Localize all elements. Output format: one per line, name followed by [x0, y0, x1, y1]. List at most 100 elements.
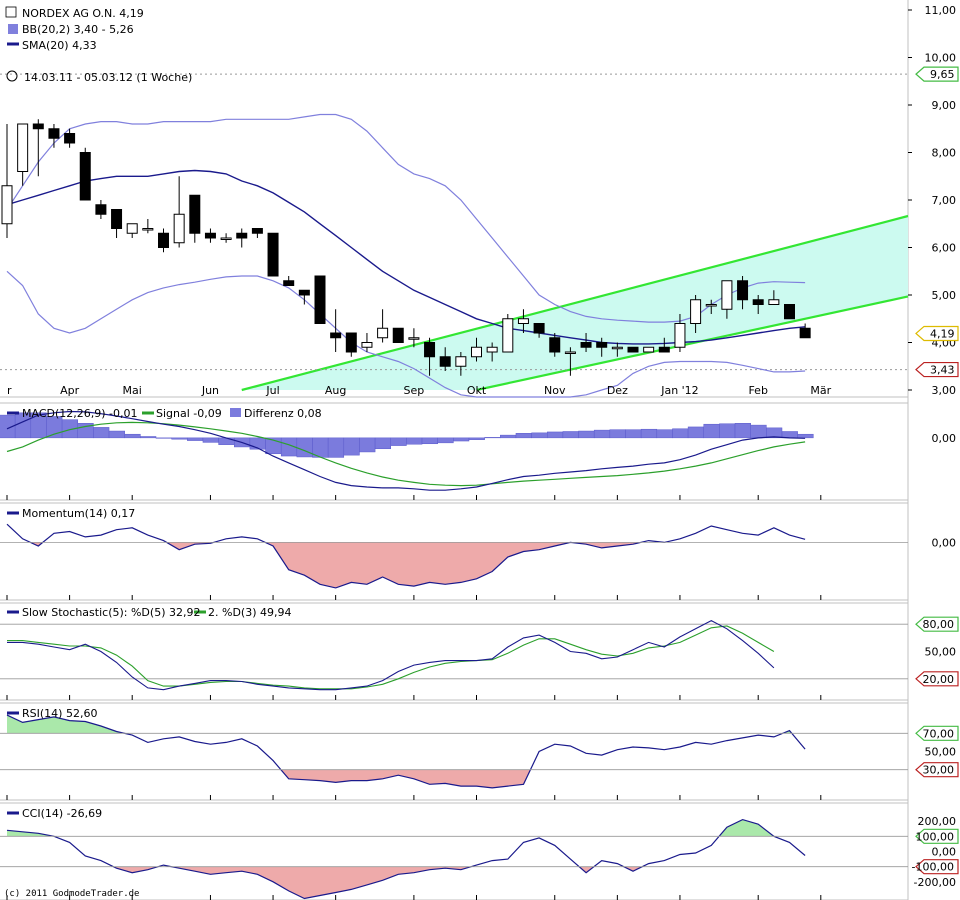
rsi-30-marker: 30,00: [915, 762, 959, 778]
bb-lower-line: [6, 270, 806, 398]
macd-histogram-bar: [500, 434, 517, 439]
marker-low-shape: [915, 361, 959, 378]
macd-histogram-bar: [797, 433, 814, 439]
x-axis-label: Jun: [201, 384, 219, 397]
candle-body: [48, 128, 60, 139]
candle-body: [471, 346, 482, 358]
macd-histogram-bar: [703, 423, 720, 439]
macd-histogram-bar: [202, 437, 219, 443]
rsi-overbought-fill: [7, 715, 125, 734]
macd-line: [6, 410, 806, 491]
candle-body: [267, 232, 279, 277]
y-tick-label: 7,00: [932, 194, 957, 207]
bb-upper-line: [6, 113, 806, 323]
stoch-20-marker-shape: [915, 671, 959, 687]
rsi-line: [6, 714, 806, 789]
candle-body: [690, 299, 702, 324]
macd-histogram-bar: [374, 437, 392, 450]
signal-legend: Signal -0,09: [156, 407, 222, 420]
macd-histogram-bar: [140, 436, 157, 439]
macd-legend: MACD(12,26,9) -0,01: [22, 407, 138, 420]
cci-minus100-marker-shape: [915, 859, 959, 875]
macd-histogram-bar: [171, 437, 188, 440]
candle-body: [173, 213, 185, 244]
marker-last: 4,19: [915, 325, 959, 342]
x-axis-label: Feb: [748, 384, 767, 397]
x-axis-label: Jan '12: [660, 384, 698, 397]
momentum-y-label: 0,00: [932, 536, 957, 549]
marker-low-text: 3,43: [930, 364, 955, 377]
x-axis-label: Mai: [123, 384, 142, 397]
rsi-70-marker-text: 70,00: [923, 727, 955, 740]
macd-histogram-bar: [453, 437, 470, 442]
candle-body: [674, 323, 686, 348]
y-tick-label: 8,00: [932, 147, 957, 160]
y-tick-label: 6,00: [932, 242, 957, 255]
candle-body: [298, 289, 310, 296]
candle-body: [111, 209, 123, 229]
cci-positive-fill: [719, 819, 774, 837]
macd-histogram-bar: [625, 429, 642, 439]
candle-body: [502, 318, 514, 353]
macd-histogram-bar: [640, 428, 658, 439]
stoch-80-marker-text: 80,00: [923, 618, 955, 631]
cci-negative-fill: [113, 866, 159, 873]
stoch-legend-2: 2. %D(3) 49,94: [208, 606, 291, 619]
stoch-50-label: 50,00: [925, 646, 957, 659]
candle-body: [784, 304, 795, 320]
macd-signal-line: [6, 421, 806, 487]
chart-type-icon: [5, 6, 17, 18]
stoch-d-line: [7, 619, 775, 691]
rsi-panel: [0, 714, 908, 789]
macd-histogram-bar: [187, 437, 204, 441]
macd-histogram-bar: [531, 432, 548, 439]
marker-high-shape: [915, 66, 959, 82]
macd-histogram-bar: [719, 423, 736, 439]
macd-histogram-bar: [687, 426, 704, 439]
macd-histogram-bar: [327, 437, 345, 458]
candle-body: [220, 237, 232, 240]
macd-y-label: 0,00: [932, 432, 957, 445]
candle-body: [392, 327, 404, 343]
y-tick-label: 3,00: [932, 384, 957, 397]
stoch-80-marker-shape: [915, 616, 959, 632]
candle-body: [721, 280, 733, 310]
candle-body: [345, 332, 357, 353]
bb-legend: BB(20,2) 3,40 - 5,26: [22, 23, 134, 36]
x-axis-label: r: [7, 384, 12, 397]
macd-histogram-bar: [562, 431, 579, 439]
x-axis-label: Aug: [325, 384, 346, 397]
candle-body: [627, 346, 639, 353]
panel-frames: [0, 0, 909, 900]
candle-body: [455, 356, 467, 367]
candle-body: [142, 228, 154, 231]
bb-swatch-icon: [8, 24, 18, 34]
candle-body: [424, 342, 436, 358]
candle-body: [126, 223, 138, 234]
candle-body: [189, 194, 201, 234]
y-tick-label: 5,00: [932, 289, 957, 302]
candle-body: [705, 304, 717, 307]
candle-body: [658, 346, 670, 353]
candle-body: [64, 133, 76, 144]
macd-histogram-bar: [515, 433, 532, 439]
stochastic-panel: [0, 619, 908, 691]
momentum-negative-fill: [570, 542, 641, 548]
candle-body: [611, 346, 623, 350]
candle-body: [204, 232, 216, 239]
momentum-line: [6, 523, 806, 589]
macd-histogram-bar: [437, 437, 454, 444]
price-panel: [0, 73, 909, 398]
candle-body: [768, 299, 780, 305]
candle-body: [330, 332, 342, 339]
clock-icon: [6, 70, 18, 82]
momentum-negative-fill: [166, 542, 214, 550]
x-axis-label: Apr: [60, 384, 80, 397]
candle-body: [408, 337, 420, 340]
macd-histogram-bar: [468, 437, 485, 440]
candle-body: [580, 342, 592, 348]
macd-histogram-bar: [296, 437, 313, 458]
macd-histogram-bar: [593, 429, 611, 439]
momentum-panel: [0, 523, 908, 589]
